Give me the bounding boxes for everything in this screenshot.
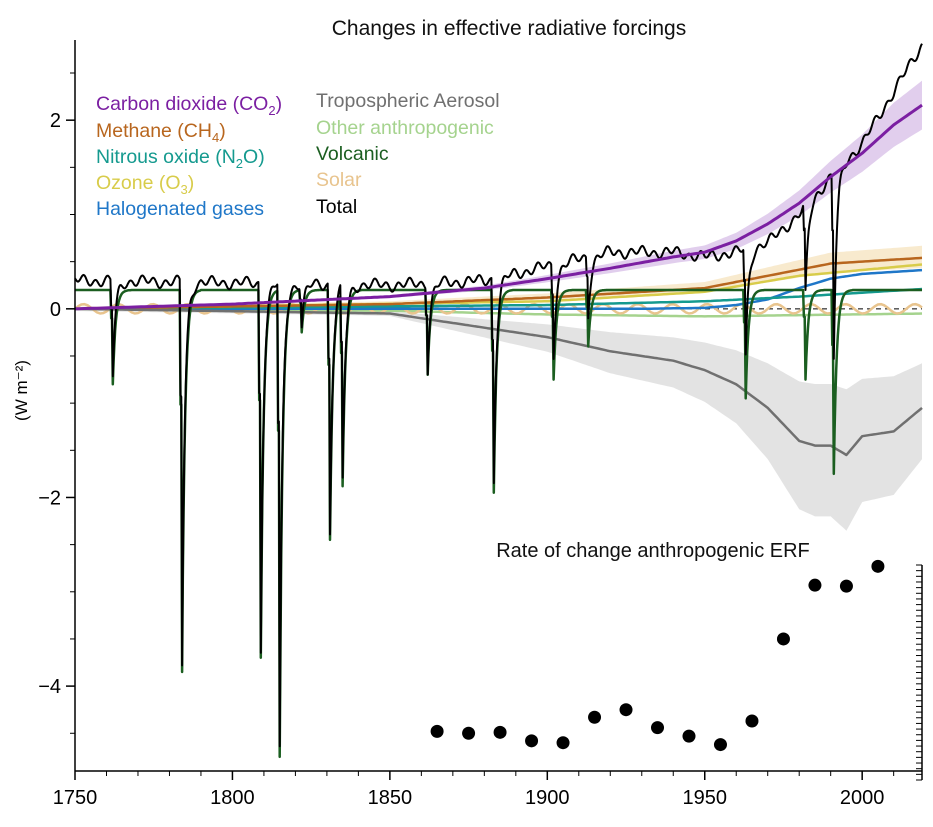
inset-point bbox=[619, 703, 633, 717]
x-tick-label: 1850 bbox=[368, 787, 413, 809]
inset-point bbox=[745, 714, 759, 728]
legend: Carbon dioxide (CO2)Methane (CH4)Nitrous… bbox=[96, 90, 500, 220]
legend-tropospheric-aerosol: Tropospheric Aerosol bbox=[316, 90, 500, 112]
inset-point bbox=[588, 710, 602, 724]
legend-nitrous-oxide-no: Nitrous oxide (N2O) bbox=[96, 146, 265, 171]
inset-point bbox=[713, 738, 727, 752]
y-tick-label: −4 bbox=[38, 676, 61, 698]
inset-point bbox=[682, 729, 696, 743]
inset-point bbox=[651, 721, 665, 735]
x-tick-label: 1750 bbox=[53, 787, 98, 809]
inset-point bbox=[871, 559, 885, 573]
legend-methane-ch: Methane (CH4) bbox=[96, 120, 226, 145]
inset-point bbox=[556, 736, 570, 750]
inset-title: Rate of change anthropogenic ERF bbox=[496, 540, 810, 562]
legend-solar: Solar bbox=[316, 169, 362, 191]
x-tick-label: 1950 bbox=[682, 787, 727, 809]
methane-uncertainty-band bbox=[75, 245, 922, 309]
y-tick-label: −2 bbox=[38, 487, 61, 509]
x-tick-label: 1800 bbox=[210, 787, 255, 809]
inset-point bbox=[430, 724, 444, 738]
inset-point bbox=[462, 726, 476, 740]
y-tick-label: 0 bbox=[50, 299, 61, 321]
inset-point bbox=[525, 734, 539, 748]
inset-point bbox=[839, 579, 853, 593]
legend-carbon-dioxide-co: Carbon dioxide (CO2) bbox=[96, 93, 282, 118]
total-line bbox=[74, 43, 923, 748]
legend-total: Total bbox=[316, 196, 357, 218]
carbon-dioxide-co2-line bbox=[74, 103, 923, 311]
series-lines bbox=[74, 43, 923, 759]
inset-point bbox=[493, 725, 507, 739]
chart-title: Changes in effective radiative forcings bbox=[332, 17, 686, 40]
legend-halogenated-gases: Halogenated gases bbox=[96, 198, 264, 220]
rate-of-change-inset: Rate of change anthropogenic ERF bbox=[430, 540, 923, 781]
legend-other-anthropogenic: Other anthropogenic bbox=[316, 117, 494, 139]
axes: 2 0 −2 −4 1750 1800 1850 1900 1950 2000 (W m⁻²) bbox=[12, 40, 922, 809]
legend-volcanic: Volcanic bbox=[316, 143, 389, 165]
methane-ch4-line bbox=[75, 256, 923, 311]
aerosol-uncertainty-band bbox=[75, 306, 922, 531]
y-tick-label: 2 bbox=[50, 110, 61, 132]
volcanic-line bbox=[74, 288, 923, 759]
legend-ozone-o: Ozone (O3) bbox=[96, 172, 194, 197]
inset-point bbox=[776, 632, 790, 646]
y-axis-label: (W m⁻²) bbox=[12, 360, 31, 421]
x-tick-label: 1900 bbox=[525, 787, 570, 809]
x-tick-label: 2000 bbox=[840, 787, 885, 809]
inset-point bbox=[808, 578, 822, 592]
